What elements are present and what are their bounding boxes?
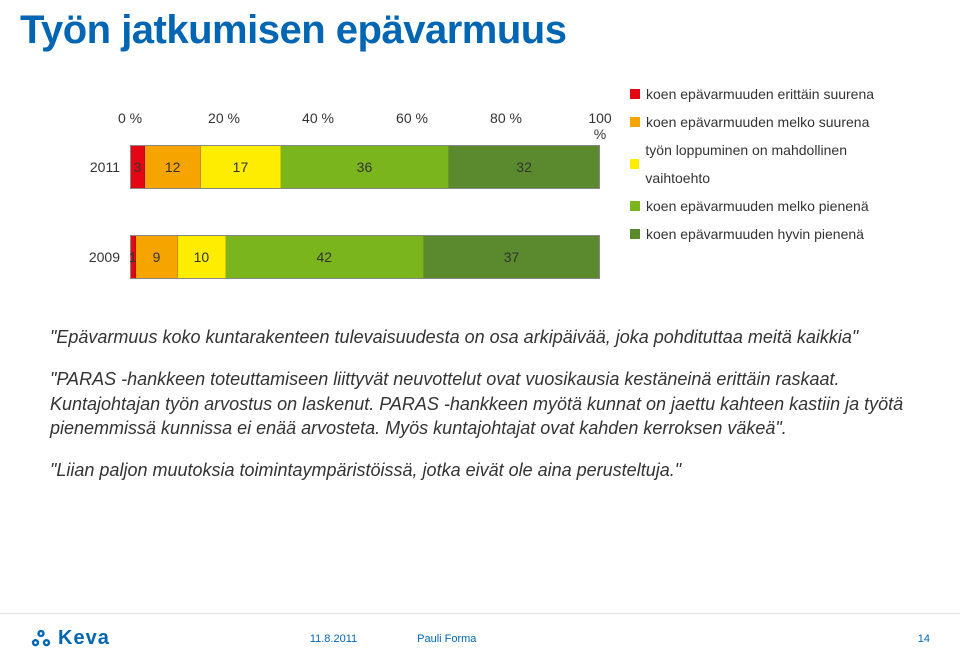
bar-segment: 3 (131, 146, 145, 188)
bar-segment: 17 (201, 146, 281, 188)
legend-item: koen epävarmuuden melko pienenä (630, 192, 900, 220)
logo-icon (30, 628, 52, 650)
legend-swatch (630, 201, 640, 211)
quote-1: "Epävarmuus koko kuntarakenteen tulevais… (50, 325, 910, 349)
bar-segment: 10 (178, 236, 225, 278)
x-tick-label: 80 % (490, 110, 522, 126)
quote-3: "Liian paljon muutoksia toimintaympärist… (50, 458, 910, 482)
x-tick-label: 40 % (302, 110, 334, 126)
quotes: "Epävarmuus koko kuntarakenteen tulevais… (50, 325, 910, 500)
legend-label: koen epävarmuuden erittäin suurena (646, 80, 874, 108)
y-category-label: 2011 (90, 159, 120, 175)
footer-page: 14 (918, 633, 930, 645)
bar-segment: 36 (281, 146, 449, 188)
legend-swatch (630, 159, 639, 169)
legend-label: työn loppuminen on mahdollinen vaihtoeht… (645, 136, 900, 192)
x-tick-label: 20 % (208, 110, 240, 126)
x-tick-label: 60 % (396, 110, 428, 126)
chart-plot: 0 %20 %40 %60 %80 %100 %2011312173632200… (130, 105, 600, 295)
bar-segment: 37 (424, 236, 599, 278)
legend-item: koen epävarmuuden hyvin pienenä (630, 220, 900, 248)
footer-date: 11.8.2011 (310, 633, 357, 645)
quote-2: "PARAS -hankkeen toteuttamiseen liittyvä… (50, 367, 910, 440)
bar-segment: 32 (449, 146, 599, 188)
bar-segment: 9 (136, 236, 179, 278)
legend-swatch (630, 229, 640, 239)
chart: 0 % 20 % 40 % 60 % 80 % 100 % 2011 312173632 200… (80, 75, 900, 305)
bar-row: 19104237 (130, 235, 600, 279)
page-title: Työn jatkumisen epävarmuus (0, 0, 960, 53)
chart-legend: koen epävarmuuden erittäin suurenakoen e… (630, 80, 900, 248)
brand-logo: Keva (30, 627, 110, 650)
y-category-label: 2009 (89, 249, 120, 265)
legend-label: koen epävarmuuden melko suurena (646, 108, 869, 136)
legend-swatch (630, 89, 640, 99)
footer-author: Pauli Forma (417, 633, 476, 645)
bar-segment: 42 (226, 236, 425, 278)
brand-name: Keva (58, 627, 110, 650)
legend-item: koen epävarmuuden melko suurena (630, 108, 900, 136)
legend-swatch (630, 117, 640, 127)
footer: Keva 11.8.2011 Pauli Forma 14 (0, 613, 960, 663)
legend-item: työn loppuminen on mahdollinen vaihtoeht… (630, 136, 900, 192)
x-tick-label: 0 % (118, 110, 142, 126)
legend-item: koen epävarmuuden erittäin suurena (630, 80, 900, 108)
legend-label: koen epävarmuuden melko pienenä (646, 192, 869, 220)
bar-segment: 12 (145, 146, 201, 188)
x-tick-label: 100 % (588, 110, 611, 142)
bar-row: 312173632 (130, 145, 600, 189)
legend-label: koen epävarmuuden hyvin pienenä (646, 220, 864, 248)
